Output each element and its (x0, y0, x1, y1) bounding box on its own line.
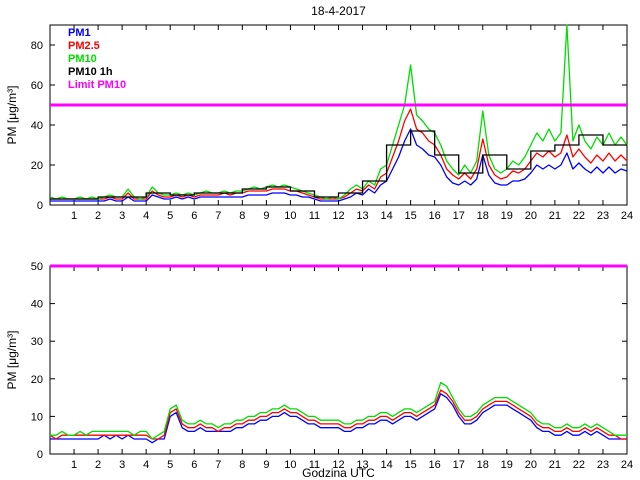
x-tick-label: 5 (167, 210, 173, 222)
x-tick-label: 17 (453, 210, 465, 222)
legend-pm1: PM1 (68, 27, 91, 39)
x-tick-label: 4 (143, 459, 149, 471)
legend-pm10: PM10 (68, 53, 97, 65)
x-tick-label: 8 (239, 459, 245, 471)
x-tick-label: 11 (309, 210, 320, 222)
x-tick-label: 20 (525, 210, 537, 222)
pm10-line (49, 24, 628, 200)
x-tick-label: 23 (597, 459, 609, 471)
x-tick-label: 19 (501, 459, 513, 471)
x-tick-label: 23 (597, 210, 609, 222)
y-axis-label: PM [μg/m³] (5, 86, 19, 145)
x-tick-label: 9 (263, 210, 269, 222)
x-tick-label: 21 (549, 459, 561, 471)
y-tick-label: 0 (37, 200, 43, 212)
x-tick-label: 13 (356, 210, 368, 222)
pm10-line (50, 381, 627, 440)
x-tick-label: 8 (239, 210, 245, 222)
x-tick-label: 16 (429, 210, 441, 222)
x-tick-label: 15 (405, 459, 417, 471)
x-tick-label: 17 (453, 459, 465, 471)
top-panel: 1 2 3 4 5 6 7 8 9 10 11 12 13 14 15 16 17 18 19 20 21 22 23 240… (5, 24, 633, 222)
x-tick-label: 10 (284, 459, 296, 471)
y-tick-label: 30 (31, 336, 43, 348)
pm10-1h-line (50, 130, 627, 200)
x-tick-label: 10 (284, 210, 296, 222)
x-tick-label: 9 (263, 459, 269, 471)
x-tick-label: 15 (405, 210, 417, 222)
y-tick-label: 20 (31, 160, 43, 172)
x-tick-label: 3 (119, 210, 125, 222)
y-tick-label: 80 (31, 40, 43, 52)
y-axis-label: PM [μg/m³] (5, 331, 19, 390)
x-tick-label: 11 (309, 459, 320, 471)
chart-title: 18-4-2017 (311, 4, 366, 18)
legend: PM1 PM2.5 PM10 PM10 1h Limit PM10 (68, 27, 126, 92)
x-tick-label: 1 (71, 459, 77, 471)
x-tick-label: 6 (191, 210, 197, 222)
y-tick-label: 40 (31, 120, 43, 132)
x-tick-label: 6 (191, 459, 197, 471)
pm1-line (50, 128, 628, 202)
legend-pm2-5: PM2.5 (68, 40, 100, 52)
pm2-5-line (50, 108, 628, 200)
x-tick-label: 20 (525, 459, 537, 471)
x-tick-label: 19 (501, 210, 513, 222)
bottom-panel: 1 2 3 4 5 6 7 8 9 10 11 12 13 14 15 16 17 18 19 20 21 22 23 240… (5, 261, 633, 471)
y-tick-label: 10 (31, 411, 43, 423)
x-tick-label: 21 (549, 210, 561, 222)
y-tick-label: 60 (31, 80, 43, 92)
x-tick-label: 2 (95, 459, 101, 471)
x-tick-label: 13 (356, 459, 368, 471)
pm1-line (50, 393, 627, 444)
pm2-5-line (49, 389, 627, 440)
x-tick-label: 14 (380, 459, 392, 471)
x-tick-label: 22 (573, 210, 585, 222)
x-axis-label: Godzina UTC (302, 466, 375, 480)
x-tick-label: 14 (380, 210, 392, 222)
x-tick-label: 1 (71, 210, 77, 222)
x-tick-label: 24 (621, 210, 633, 222)
x-tick-label: 2 (95, 210, 101, 222)
x-tick-label: 7 (215, 210, 221, 222)
legend-limit-pm10: Limit PM10 (68, 79, 127, 91)
x-tick-label: 12 (332, 459, 344, 471)
x-tick-label: 3 (119, 459, 125, 471)
y-tick-label: 20 (31, 374, 43, 386)
x-tick-label: 18 (477, 210, 489, 222)
legend-pm10-1h: PM10 1h (68, 66, 113, 78)
x-tick-label: 16 (429, 459, 441, 471)
y-tick-label: 0 (37, 449, 43, 461)
x-tick-label: 4 (143, 210, 149, 222)
x-tick-label: 24 (621, 459, 633, 471)
x-tick-label: 12 (332, 210, 344, 222)
x-tick-label: 7 (215, 459, 221, 471)
x-tick-label: 22 (573, 459, 585, 471)
x-tick-label: 18 (477, 459, 489, 471)
y-tick-label: 50 (31, 261, 43, 273)
y-tick-label: 40 (31, 299, 43, 311)
x-tick-label: 5 (167, 459, 173, 471)
plot-border (49, 24, 628, 206)
